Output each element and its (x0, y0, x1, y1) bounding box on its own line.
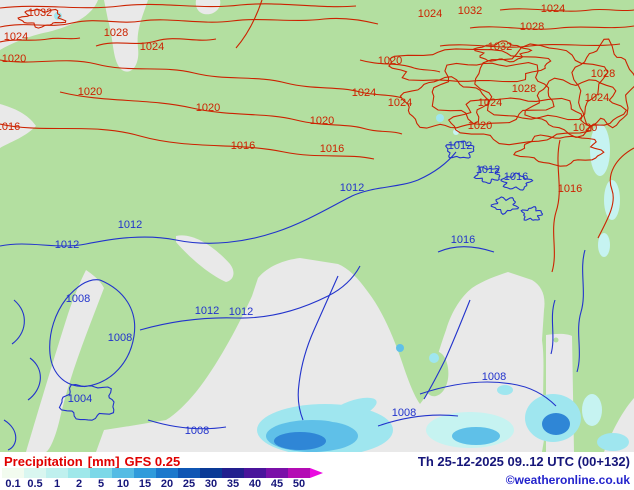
isobar-value-label: 1024 (352, 87, 376, 99)
scale-swatch (244, 468, 266, 478)
scale-swatch (112, 468, 134, 478)
scale-swatches (2, 468, 323, 478)
scale-number: 30 (204, 478, 218, 490)
isobar-value-label: 1008 (108, 332, 132, 344)
isobar-value-label: 1020 (196, 102, 220, 114)
scale-number: 1 (53, 478, 61, 490)
scale-number: 45 (270, 478, 284, 490)
scale-number: 25 (182, 478, 196, 490)
scale-swatch (24, 468, 46, 478)
isobar-value-label: 1016 (0, 121, 20, 133)
isobar-value-label: 1012 (476, 164, 500, 176)
red-isobars (0, 0, 634, 273)
scale-swatch (68, 468, 90, 478)
scale-swatch (90, 468, 112, 478)
scale-swatch (222, 468, 244, 478)
isobar-value-label: 1020 (573, 122, 597, 134)
isobar-value-label: 1020 (78, 86, 102, 98)
isobar-value-label: 1020 (378, 55, 402, 67)
scale-number: 20 (160, 478, 174, 490)
scale-number: 2 (75, 478, 83, 490)
isobar-value-label: 1028 (512, 83, 536, 95)
scale-swatch (134, 468, 156, 478)
mediterranean (0, 104, 36, 148)
scale-number: 0.1 (5, 478, 21, 490)
isobar-value-label: 1012 (55, 239, 79, 251)
isobar-value-label: 1024 (418, 8, 442, 20)
isobar-value-label: 1024 (585, 92, 609, 104)
isobar-value-label: 1028 (520, 21, 544, 33)
isobar-value-label: 1024 (4, 31, 28, 43)
persian-gulf (176, 235, 234, 282)
isobar-value-label: 1008 (392, 407, 416, 419)
isobar-value-label: 1012 (229, 306, 253, 318)
scale-swatch (46, 468, 68, 478)
sri-lanka (422, 350, 449, 397)
isobar-value-label: 1016 (504, 171, 528, 183)
map-canvas: 1032102410281020102410201016102010161020… (0, 0, 634, 452)
blue-isobar-loops (58, 140, 544, 421)
red-isobar-cluster (17, 8, 634, 167)
isobar-value-label: 1020 (2, 53, 26, 65)
scale-swatch (266, 468, 288, 478)
isobar-value-label: 1024 (388, 97, 412, 109)
isobar-value-label: 1016 (320, 143, 344, 155)
isobar-value-label: 1024 (541, 3, 565, 15)
scale-number: 0.5 (27, 478, 43, 490)
aral-sea (195, 0, 221, 15)
isobar-value-label: 1028 (591, 68, 615, 80)
legend-bar: Precipitation [mm] GFS 0.25 Th 25-12-2025 … (0, 452, 634, 490)
map-title: Precipitation [mm] GFS 0.25 (4, 454, 185, 469)
scale-arrow-icon (310, 468, 323, 478)
isobar-value-label: 1012 (118, 219, 142, 231)
map-svg: 1032102410281020102410201016102010161020… (0, 0, 634, 452)
scale-swatch (156, 468, 178, 478)
scale-number: 10 (116, 478, 130, 490)
arabian-sea-bay-of-bengal (96, 258, 546, 452)
parameter-label: Precipitation (4, 454, 83, 469)
isobar-value-label: 1004 (68, 393, 92, 405)
isobar-value-label: 1008 (66, 293, 90, 305)
isobar-value-label: 1024 (478, 97, 502, 109)
isobar-value-label: 1032 (28, 7, 52, 19)
andaman-island (553, 337, 559, 343)
scale-number: 35 (226, 478, 240, 490)
scale-number: 5 (97, 478, 105, 490)
isobar-value-label: 1012 (448, 140, 472, 152)
isobar-value-label: 1024 (140, 41, 164, 53)
isobar-value-label: 1012 (195, 305, 219, 317)
datetime-label: Th 25-12-2025 09..12 UTC (00+132) (417, 454, 630, 469)
isobar-value-label: 1020 (310, 115, 334, 127)
scale-number: 50 (292, 478, 306, 490)
scale-numbers: 0.1 0.5 1 2 5 10 15 20 25 30 35 40 45 50 (2, 478, 323, 490)
unit-label: [mm] (87, 454, 120, 469)
isobar-value-label: 1008 (482, 371, 506, 383)
isobar-value-label: 1032 (458, 5, 482, 17)
isobar-value-label: 1012 (340, 182, 364, 194)
isobar-labels: 1032102410281020102410201016102010161020… (0, 3, 615, 437)
scale-swatch (178, 468, 200, 478)
sea-shapes (0, 0, 634, 452)
isobar-value-label: 1020 (468, 120, 492, 132)
isobar-value-label: 1016 (558, 183, 582, 195)
isobar-value-label: 1016 (231, 140, 255, 152)
scale-number: 40 (248, 478, 262, 490)
isobar-value-label: 1028 (104, 27, 128, 39)
red-sea (26, 270, 104, 452)
scale-swatch (288, 468, 310, 478)
model-label: GFS 0.25 (124, 454, 181, 469)
scale-swatch (200, 468, 222, 478)
precipitation-layer (54, 12, 629, 452)
isobar-value-label: 1032 (488, 41, 512, 53)
scale-number: 15 (138, 478, 152, 490)
precipitation-scale: 0.1 0.5 1 2 5 10 15 20 25 30 35 40 45 50 (2, 468, 323, 490)
caspian-sea (104, 0, 148, 72)
isobar-value-label: 1008 (185, 425, 209, 437)
isobar-value-label: 1016 (451, 234, 475, 246)
copyright-label: ©weatheronline.co.uk (505, 473, 630, 487)
scale-swatch (2, 468, 24, 478)
blue-isobars (0, 151, 586, 451)
